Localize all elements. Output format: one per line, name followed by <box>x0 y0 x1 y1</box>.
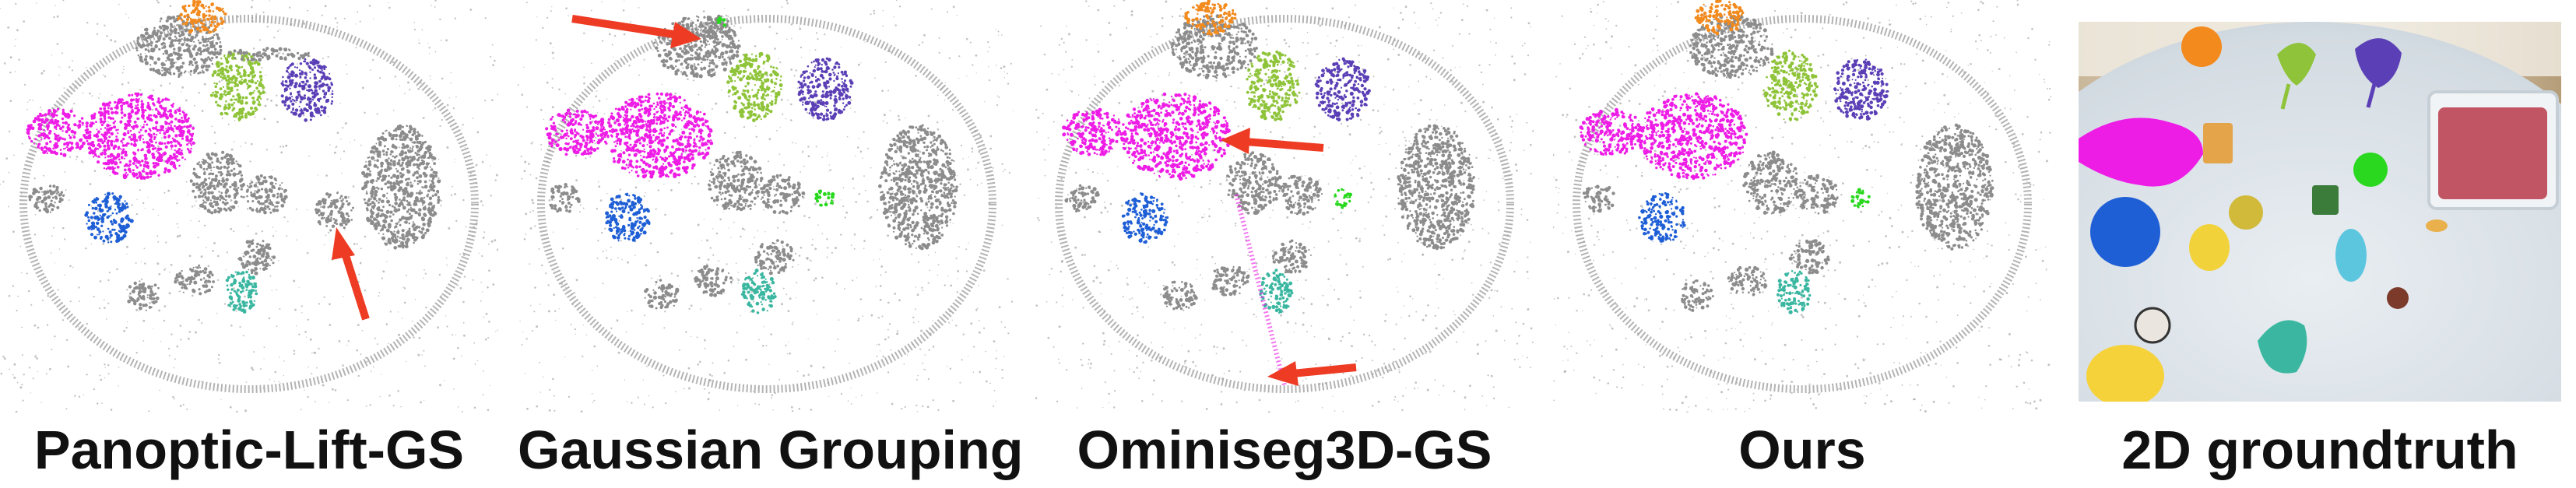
segment-obj-green <box>1850 188 1871 209</box>
segment-chair-purple <box>1833 58 1889 121</box>
segment-toy-magenta <box>84 92 195 181</box>
segment-toy-gray-4 <box>1582 184 1615 213</box>
segment-chair-purple <box>797 57 854 121</box>
panel-ours: Ours <box>1553 0 2051 488</box>
segment-toy-gray-4 <box>1064 184 1100 212</box>
segment-cup-gray <box>189 150 245 215</box>
caption-2d-groundtruth: 2D groundtruth <box>2121 420 2518 480</box>
segment-stick-gray <box>227 47 310 62</box>
segment-toy-gray-3 <box>754 239 795 276</box>
error-arrow <box>1267 361 1357 386</box>
segment-chair-purple <box>1314 57 1371 121</box>
segment-toy-gray-2 <box>1681 279 1714 312</box>
groundtruth-photo <box>2079 22 2561 402</box>
gt-segment-orange <box>2181 26 2222 67</box>
segment-box-gray <box>1397 124 1475 251</box>
segment-toy-magenta <box>1637 92 1748 181</box>
segment-cone-gray <box>1795 174 1839 215</box>
segment-string-magenta <box>1062 107 1126 156</box>
gt-segment-teal <box>2258 320 2307 374</box>
stray-pink-streak <box>1234 194 1287 386</box>
segment-toy-magenta <box>602 92 714 179</box>
segment-chair-lime <box>1246 50 1301 121</box>
segment-toy-gray-2 <box>644 279 680 310</box>
segment-cup-gray <box>707 150 764 212</box>
segment-toy-gray-3 <box>1271 239 1312 274</box>
segment-flower-gray <box>135 15 223 78</box>
error-arrow <box>332 227 370 321</box>
segment-box-gray <box>1915 123 1994 251</box>
segment-cone-gray <box>1281 174 1323 216</box>
segment-chair-lime <box>1762 49 1819 121</box>
segment-obj-green <box>1334 188 1353 209</box>
segment-box-gray <box>361 124 441 250</box>
segment-toy-gray-1 <box>1211 265 1250 297</box>
segment-toy-blue <box>1638 191 1686 243</box>
segment-toy-teal <box>1776 270 1812 314</box>
gt-segment-lime <box>2277 43 2316 110</box>
caption-ominiseg3d-gs: Ominiseg3D-GS <box>1077 420 1492 480</box>
point-cloud-ominiseg <box>1035 0 1534 413</box>
segment-toy-teal <box>1259 269 1294 314</box>
gt-segment-magenta <box>2079 118 2203 187</box>
segment-toy-blue <box>84 191 134 244</box>
panel-gaussian-grouping: Gaussian Grouping <box>518 0 1024 488</box>
segment-error-gray <box>315 191 354 232</box>
segment-toy-gray-1 <box>1727 265 1768 297</box>
segment-toy-gray-3 <box>1788 239 1830 275</box>
caption-ours: Ours <box>1738 420 1866 480</box>
segment-toy-gray-4 <box>28 184 65 214</box>
point-cloud-grouping <box>518 0 1014 413</box>
segment-cup-gray <box>1226 151 1283 215</box>
segment-box-gray <box>878 124 958 251</box>
groundtruth-image <box>2079 22 2561 402</box>
segment-cone-gray <box>242 174 288 215</box>
gt-segment-blue <box>2090 197 2160 267</box>
segment-chair-lime <box>209 51 265 122</box>
segment-top-orange <box>1184 0 1237 37</box>
segment-toy-gray-2 <box>127 280 160 311</box>
point-cloud-panoptic <box>0 0 498 413</box>
segment-toy-blue <box>605 192 651 242</box>
segment-chair-lime <box>726 52 783 123</box>
segment-top-green-error <box>716 16 726 27</box>
segment-top-orange <box>177 0 227 34</box>
segment-toy-blue <box>1121 192 1169 244</box>
segment-toy-gray-3 <box>237 239 276 276</box>
segment-string-magenta <box>545 108 609 156</box>
segment-toy-magenta <box>1119 92 1231 181</box>
error-arrow <box>1221 128 1324 154</box>
segment-chair-purple <box>280 58 334 122</box>
caption-panoptic-lift-gs: Panoptic-Lift-GS <box>33 420 465 480</box>
segment-toy-gray-4 <box>549 183 581 213</box>
segment-top-orange <box>1694 0 1745 36</box>
segment-obj-green <box>814 189 835 207</box>
segment-toy-teal <box>740 269 777 314</box>
segment-string-magenta <box>1579 107 1645 156</box>
segment-toy-teal <box>225 270 258 314</box>
segment-cup-gray <box>1742 150 1799 215</box>
error-arrow <box>571 15 701 48</box>
gt-segment-green <box>2353 153 2388 187</box>
gt-segment-purple <box>2355 38 2402 108</box>
panel-2d-groundtruth: 2D groundtruth <box>2071 0 2569 488</box>
segment-cone-gray <box>760 174 806 215</box>
segment-toy-gray-1 <box>694 265 733 297</box>
caption-gaussian-grouping: Gaussian Grouping <box>518 420 1024 480</box>
segment-string-magenta <box>26 107 91 157</box>
panel-panoptic-lift-gs: Panoptic-Lift-GS <box>0 0 498 488</box>
panel-ominiseg3d-gs: Ominiseg3D-GS <box>1035 0 1534 488</box>
point-cloud-ours <box>1553 0 2051 413</box>
segment-toy-gray-1 <box>174 264 215 296</box>
segment-toy-gray-2 <box>1162 280 1198 311</box>
